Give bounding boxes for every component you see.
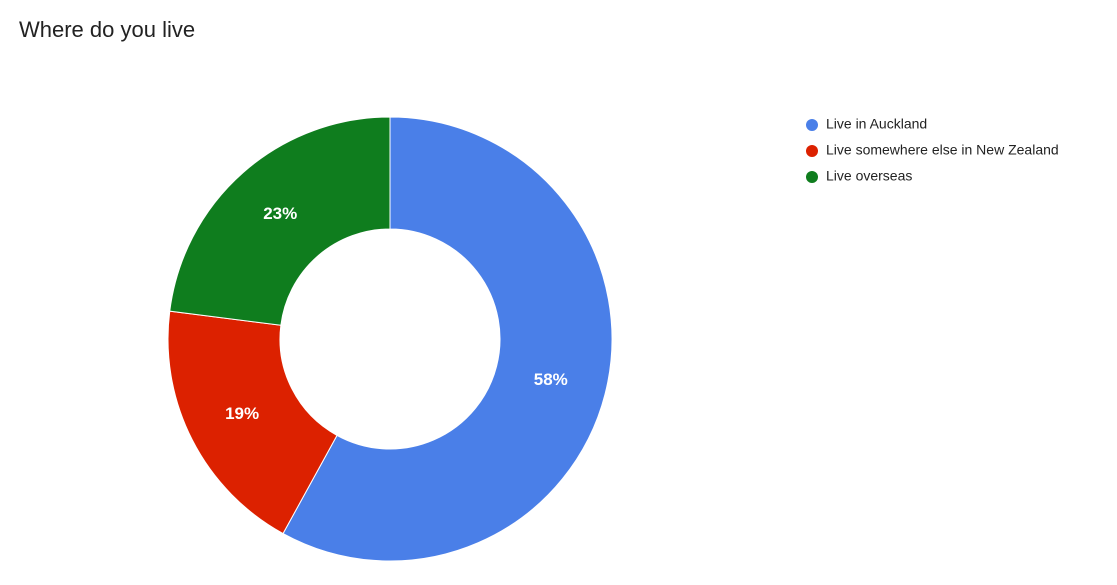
legend-label: Live overseas [826, 168, 912, 184]
legend-marker [806, 171, 818, 183]
value-label: 58% [534, 370, 568, 389]
slice [169, 116, 391, 326]
value-label: 19% [225, 404, 259, 423]
slice [167, 310, 338, 535]
value-label: 23% [263, 204, 297, 223]
legend-marker [806, 119, 818, 131]
chart-title: Where do you live [19, 17, 195, 42]
slice [282, 116, 613, 562]
legend-label: Live somewhere else in New Zealand [826, 142, 1059, 158]
legend-label: Live in Auckland [826, 116, 927, 132]
legend-marker [806, 145, 818, 157]
